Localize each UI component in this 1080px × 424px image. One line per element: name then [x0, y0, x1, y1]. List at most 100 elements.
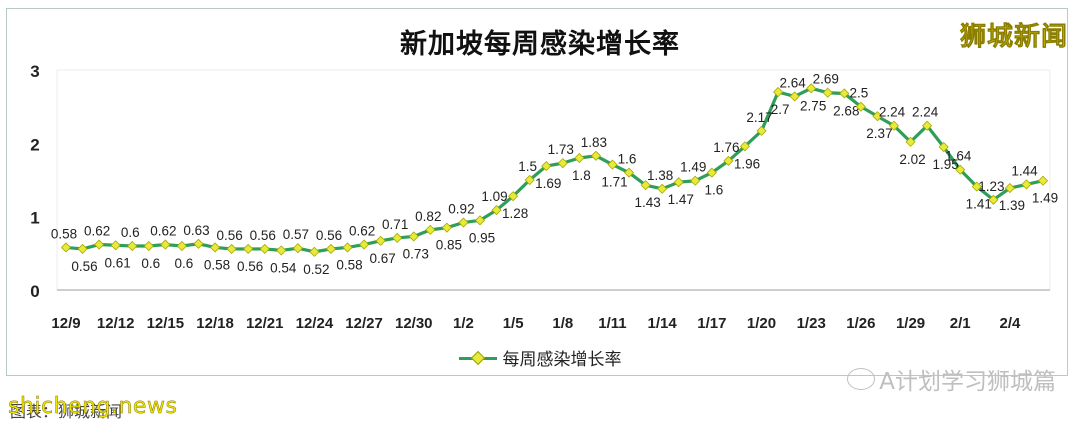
data-label: 0.56	[316, 228, 342, 243]
data-point-marker	[806, 83, 817, 94]
data-point-marker	[491, 205, 502, 216]
data-label: 2.68	[833, 103, 859, 118]
data-label: 1.71	[601, 175, 627, 190]
x-tick-label: 12/15	[147, 315, 185, 332]
y-tick-label: 2	[30, 135, 39, 154]
x-tick-label: 12/9	[51, 315, 80, 332]
data-label: 0.6	[121, 225, 140, 240]
data-label: 1.69	[535, 176, 561, 191]
data-label: 0.58	[51, 226, 77, 241]
data-label: 0.63	[183, 223, 209, 238]
data-label: 0.62	[349, 224, 375, 239]
data-point-marker	[789, 91, 800, 102]
data-label: 0.73	[403, 246, 429, 261]
data-point-marker	[1004, 183, 1015, 194]
x-tick-label: 1/2	[453, 315, 474, 332]
data-label: 1.39	[999, 198, 1025, 213]
data-point-marker	[756, 125, 767, 136]
data-label: 1.44	[1011, 163, 1038, 178]
data-point-marker	[94, 239, 105, 250]
data-point-marker	[359, 239, 370, 250]
data-label: 2.17	[746, 110, 772, 125]
data-label: 1.47	[668, 192, 694, 207]
data-point-marker	[557, 158, 568, 169]
data-point-marker	[425, 224, 436, 235]
data-point-marker	[706, 167, 717, 178]
data-label: 2.75	[800, 98, 826, 113]
data-point-marker	[292, 243, 303, 254]
data-point-marker	[988, 194, 999, 205]
legend-label: 每周感染增长率	[502, 350, 622, 370]
data-label: 0.6	[175, 256, 194, 271]
x-tick-label: 1/11	[598, 315, 626, 332]
data-label: 0.57	[283, 227, 309, 242]
data-label: 0.61	[105, 255, 131, 270]
x-tick-label: 1/29	[896, 315, 925, 332]
data-point-marker	[640, 180, 651, 191]
data-label: 0.52	[303, 262, 329, 277]
data-label: 2.37	[866, 126, 892, 141]
data-point-marker	[971, 181, 982, 192]
data-label: 1.73	[548, 142, 574, 157]
data-label: 1.83	[581, 135, 607, 150]
x-tick-label: 2/4	[999, 315, 1021, 332]
x-tick-label: 2/1	[950, 315, 971, 332]
data-label: 1.23	[978, 179, 1004, 194]
data-label: 1.28	[502, 206, 528, 221]
data-label: 2.7	[771, 102, 790, 117]
data-label: 0.92	[448, 202, 474, 217]
wechat-account: A计划学习狮城篇	[879, 369, 1056, 395]
data-point-marker	[888, 120, 900, 131]
data-point-marker	[193, 238, 204, 249]
x-tick-label: 1/5	[503, 315, 524, 332]
data-point-marker	[325, 243, 337, 254]
data-label: 2.24	[879, 105, 906, 120]
data-label: 1.8	[572, 168, 591, 183]
data-label: 1.49	[680, 160, 706, 175]
data-point-marker	[574, 152, 585, 164]
data-point-marker	[143, 240, 154, 252]
data-label: 0.85	[436, 238, 462, 253]
data-point-marker	[309, 246, 320, 257]
data-point-marker	[1021, 179, 1032, 190]
plot-area	[56, 69, 1051, 291]
data-point-marker	[127, 240, 138, 252]
data-point-marker	[209, 242, 221, 253]
data-label: 0.71	[382, 217, 408, 232]
data-label: 1.6	[704, 183, 723, 198]
data-label: 1.95	[933, 157, 959, 172]
data-point-marker	[590, 150, 601, 161]
data-point-marker	[375, 235, 386, 246]
data-point-marker	[160, 239, 171, 250]
x-tick-label: 1/23	[797, 315, 826, 332]
data-label: 0.56	[237, 259, 263, 274]
x-tick-label: 1/17	[697, 315, 726, 332]
x-tick-label: 1/20	[747, 315, 776, 332]
x-tick-label: 12/12	[97, 315, 135, 332]
data-point-marker	[474, 215, 486, 226]
data-point-marker	[441, 222, 452, 233]
brand-watermark: 狮城新闻	[959, 22, 1068, 53]
data-label: 2.02	[899, 152, 925, 167]
source-caption: 图表：狮城新闻	[10, 402, 123, 421]
data-label: 1.96	[734, 156, 760, 171]
data-label: 1.76	[713, 140, 739, 155]
x-tick-label: 12/21	[246, 315, 284, 332]
data-point-marker	[408, 231, 419, 242]
x-tick-label: 1/26	[846, 315, 875, 332]
data-point-marker	[938, 141, 949, 153]
data-label: 0.56	[216, 228, 242, 243]
y-tick-label: 0	[30, 282, 39, 301]
data-label: 0.95	[469, 230, 495, 245]
data-point-marker	[855, 101, 866, 112]
data-point-marker	[905, 136, 916, 147]
data-point-marker	[773, 86, 784, 98]
data-label: 0.82	[415, 209, 441, 224]
site-watermark: shicheng.news	[8, 394, 178, 420]
legend-line-marker-icon	[458, 350, 497, 365]
data-label: 2.24	[912, 105, 939, 120]
data-point-marker	[1037, 175, 1049, 186]
wechat-watermark: A计划学习狮城篇	[847, 362, 1056, 396]
data-point-marker	[872, 111, 883, 122]
